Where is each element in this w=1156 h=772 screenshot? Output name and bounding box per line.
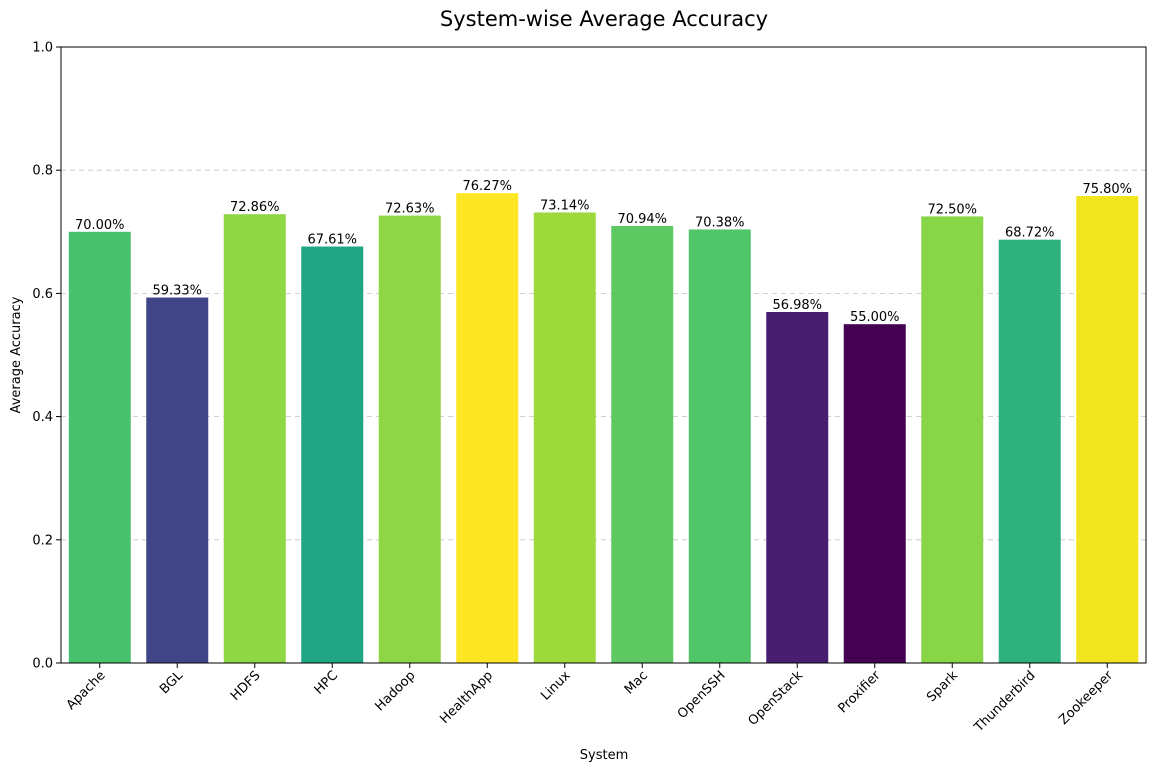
bar bbox=[611, 226, 674, 664]
bar bbox=[146, 297, 209, 663]
bar-value-label: 70.00% bbox=[75, 218, 125, 233]
bar bbox=[1076, 196, 1139, 663]
bar-value-label: 72.86% bbox=[230, 200, 280, 215]
y-tick-label: 0.4 bbox=[32, 410, 53, 425]
bar-value-label: 75.80% bbox=[1082, 182, 1132, 197]
plot-frame bbox=[60, 46, 1147, 664]
x-tick-label: Thunderbird bbox=[971, 668, 1039, 736]
bar-value-label: 70.38% bbox=[695, 215, 745, 230]
x-tick-label: Spark bbox=[924, 668, 961, 705]
y-tick-label: 0.0 bbox=[32, 657, 53, 672]
chart-title: System-wise Average Accuracy bbox=[440, 7, 768, 31]
bar bbox=[68, 231, 131, 664]
x-tick-label: Proxifier bbox=[835, 668, 884, 717]
bar-value-label: 72.50% bbox=[927, 202, 977, 217]
bar bbox=[766, 312, 829, 663]
y-tick-label: 0.2 bbox=[32, 533, 53, 548]
x-tick-label: Zookeeper bbox=[1056, 668, 1116, 728]
x-tick-label: OpenStack bbox=[745, 668, 806, 729]
bar bbox=[533, 212, 596, 664]
bar bbox=[378, 215, 441, 664]
data-labels: 70.00% 59.33% 72.86% 67.61% 72.63% 76.27% 73.1… bbox=[75, 179, 1132, 325]
bar bbox=[688, 229, 751, 663]
y-axis: 0.0 0.2 0.4 0.6 0.8 1.0 bbox=[32, 41, 61, 672]
y-tick-label: 1.0 bbox=[32, 41, 53, 56]
y-tick-label: 0.8 bbox=[32, 164, 53, 179]
bar bbox=[843, 324, 906, 663]
bar-value-label: 56.98% bbox=[772, 298, 822, 313]
bar-value-label: 59.33% bbox=[152, 284, 202, 299]
y-axis-label: Average Accuracy bbox=[9, 296, 24, 413]
bar bbox=[998, 239, 1061, 663]
x-tick-label: HPC bbox=[312, 668, 341, 697]
x-tick-label: Mac bbox=[622, 668, 651, 697]
bar bbox=[301, 246, 364, 663]
x-tick-label: HealthApp bbox=[437, 668, 496, 727]
x-axis-label: System bbox=[580, 748, 628, 763]
x-tick-label: OpenSSH bbox=[675, 668, 729, 722]
bar-value-label: 72.63% bbox=[385, 202, 435, 217]
x-axis: Apache BGL HDFS HPC Hadoop HealthApp Linux Mac O… bbox=[64, 663, 1117, 736]
bar bbox=[921, 216, 984, 663]
bar-value-label: 70.94% bbox=[617, 212, 667, 227]
bars bbox=[68, 193, 1139, 664]
x-tick-label: Linux bbox=[538, 668, 574, 704]
bar-value-label: 55.00% bbox=[850, 310, 900, 325]
bar-value-label: 68.72% bbox=[1005, 226, 1055, 241]
y-tick-label: 0.6 bbox=[32, 287, 53, 302]
x-tick-label: Hadoop bbox=[373, 668, 419, 714]
x-tick-label: BGL bbox=[157, 668, 187, 698]
bar-value-label: 67.61% bbox=[307, 233, 357, 248]
bar bbox=[223, 214, 286, 663]
x-tick-label: Apache bbox=[64, 668, 109, 713]
bar-value-label: 76.27% bbox=[462, 179, 512, 194]
bar bbox=[456, 193, 519, 663]
x-tick-label: HDFS bbox=[228, 668, 264, 704]
bar-value-label: 73.14% bbox=[540, 198, 590, 213]
